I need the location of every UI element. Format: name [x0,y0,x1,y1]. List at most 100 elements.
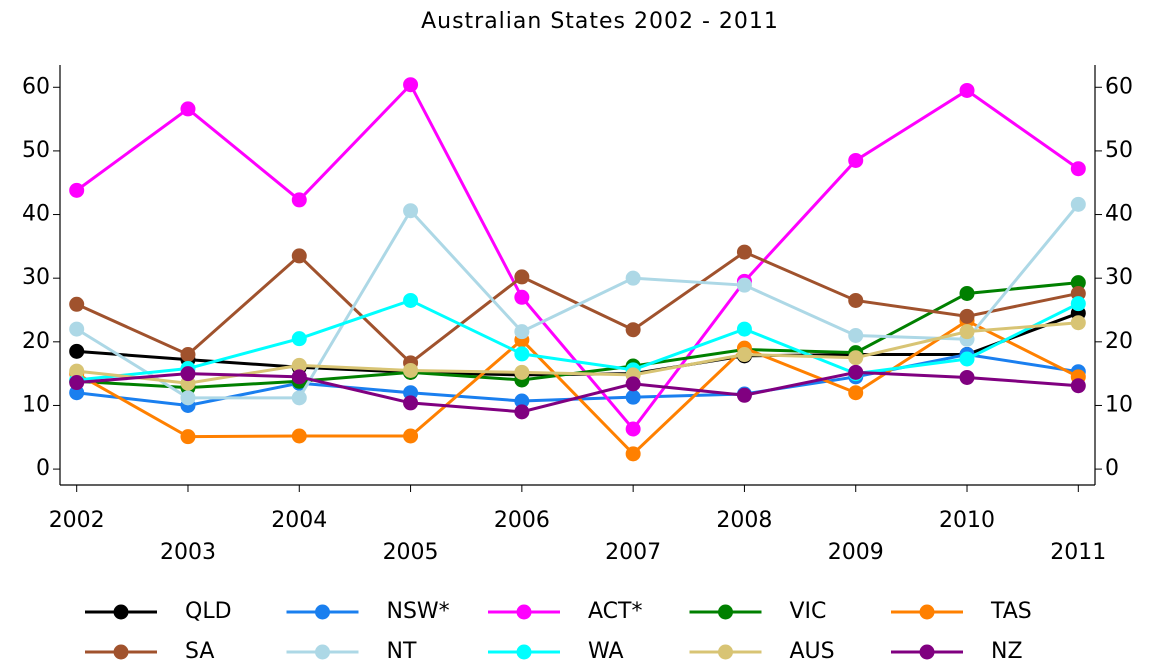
x-tick-label: 2006 [494,508,550,533]
point [848,152,864,168]
point [959,82,975,98]
series-line [76,311,1079,377]
series-line [75,203,1080,400]
point [625,389,641,405]
y-tick-label: 30 [22,265,50,290]
y2-tick-label: 20 [1105,329,1133,354]
x-tick-label: 2007 [605,540,661,565]
legend-marker [516,604,532,620]
point [959,308,975,324]
point [848,350,864,366]
x-tick-label: 2004 [271,508,327,533]
point [514,269,530,285]
point [736,277,752,293]
point [625,446,641,462]
point [1070,275,1086,291]
point [69,321,85,337]
legend-marker [516,644,532,660]
legend-marker [315,604,330,620]
x-tick-label: 2003 [160,540,216,565]
point [1070,378,1086,394]
legend-label: AUS [790,639,835,664]
point [180,101,196,117]
point [736,321,752,337]
x-tick-label: 2002 [49,508,105,533]
series-line [76,370,1079,414]
legend-marker [315,644,330,660]
point [403,362,419,378]
x-tick-label: 2009 [828,540,884,565]
point [625,421,641,437]
point [1070,196,1086,212]
legend-label: VIC [790,599,827,624]
series-line [76,298,1079,382]
point [959,285,975,301]
y2-tick-label: 0 [1105,456,1119,481]
legend-label: TAS [990,599,1032,624]
point [736,347,752,363]
y2-tick-label: 50 [1105,138,1133,163]
point [291,192,307,208]
y-tick-label: 40 [22,202,50,227]
x-tick-label: 2005 [383,540,439,565]
y2-tick-label: 30 [1105,265,1133,290]
point [959,351,975,367]
point [848,292,864,308]
point [291,331,307,347]
point [848,327,864,343]
point [180,429,196,445]
point [959,369,975,385]
y2-tick-label: 10 [1105,392,1133,417]
legend-label: WA [588,639,624,664]
point [959,324,975,340]
point [625,322,641,338]
point [180,366,196,382]
legend-label: SA [185,639,214,664]
legend-marker [113,604,129,620]
x-tick-label: 2011 [1050,540,1106,565]
point [69,343,85,359]
x-tick-label: 2008 [716,508,772,533]
legend-marker [718,604,733,620]
y2-tick-label: 60 [1105,74,1133,99]
point [736,387,752,403]
point [848,364,864,380]
point [291,390,307,406]
point [625,376,641,392]
point [514,289,530,305]
point [69,296,85,312]
point [69,182,85,198]
point [180,347,196,363]
point [514,364,530,380]
y-tick-label: 0 [36,456,50,481]
legend-label: NZ [991,639,1023,664]
point [848,385,864,401]
point [1070,296,1086,312]
point [403,203,419,219]
legend-label: NSW* [387,599,450,624]
chart-title: Australian States 2002 - 2011 [421,9,779,34]
point [69,375,85,391]
y-tick-label: 60 [22,74,50,99]
point [514,324,530,340]
point [180,390,196,406]
point [291,428,307,444]
y2-tick-label: 40 [1105,202,1133,227]
point [291,248,307,264]
legend-label: QLD [185,599,232,624]
point [514,404,530,420]
point [1070,161,1086,177]
point [736,244,752,260]
point [403,292,419,308]
legend-marker [113,644,129,660]
legend-label: NT [387,639,417,664]
point [403,77,419,93]
y-tick-label: 50 [22,138,50,163]
point [403,428,419,444]
point [514,346,530,362]
y-tick-label: 20 [22,329,50,354]
point [291,369,307,385]
point [291,357,307,373]
point [625,270,641,286]
